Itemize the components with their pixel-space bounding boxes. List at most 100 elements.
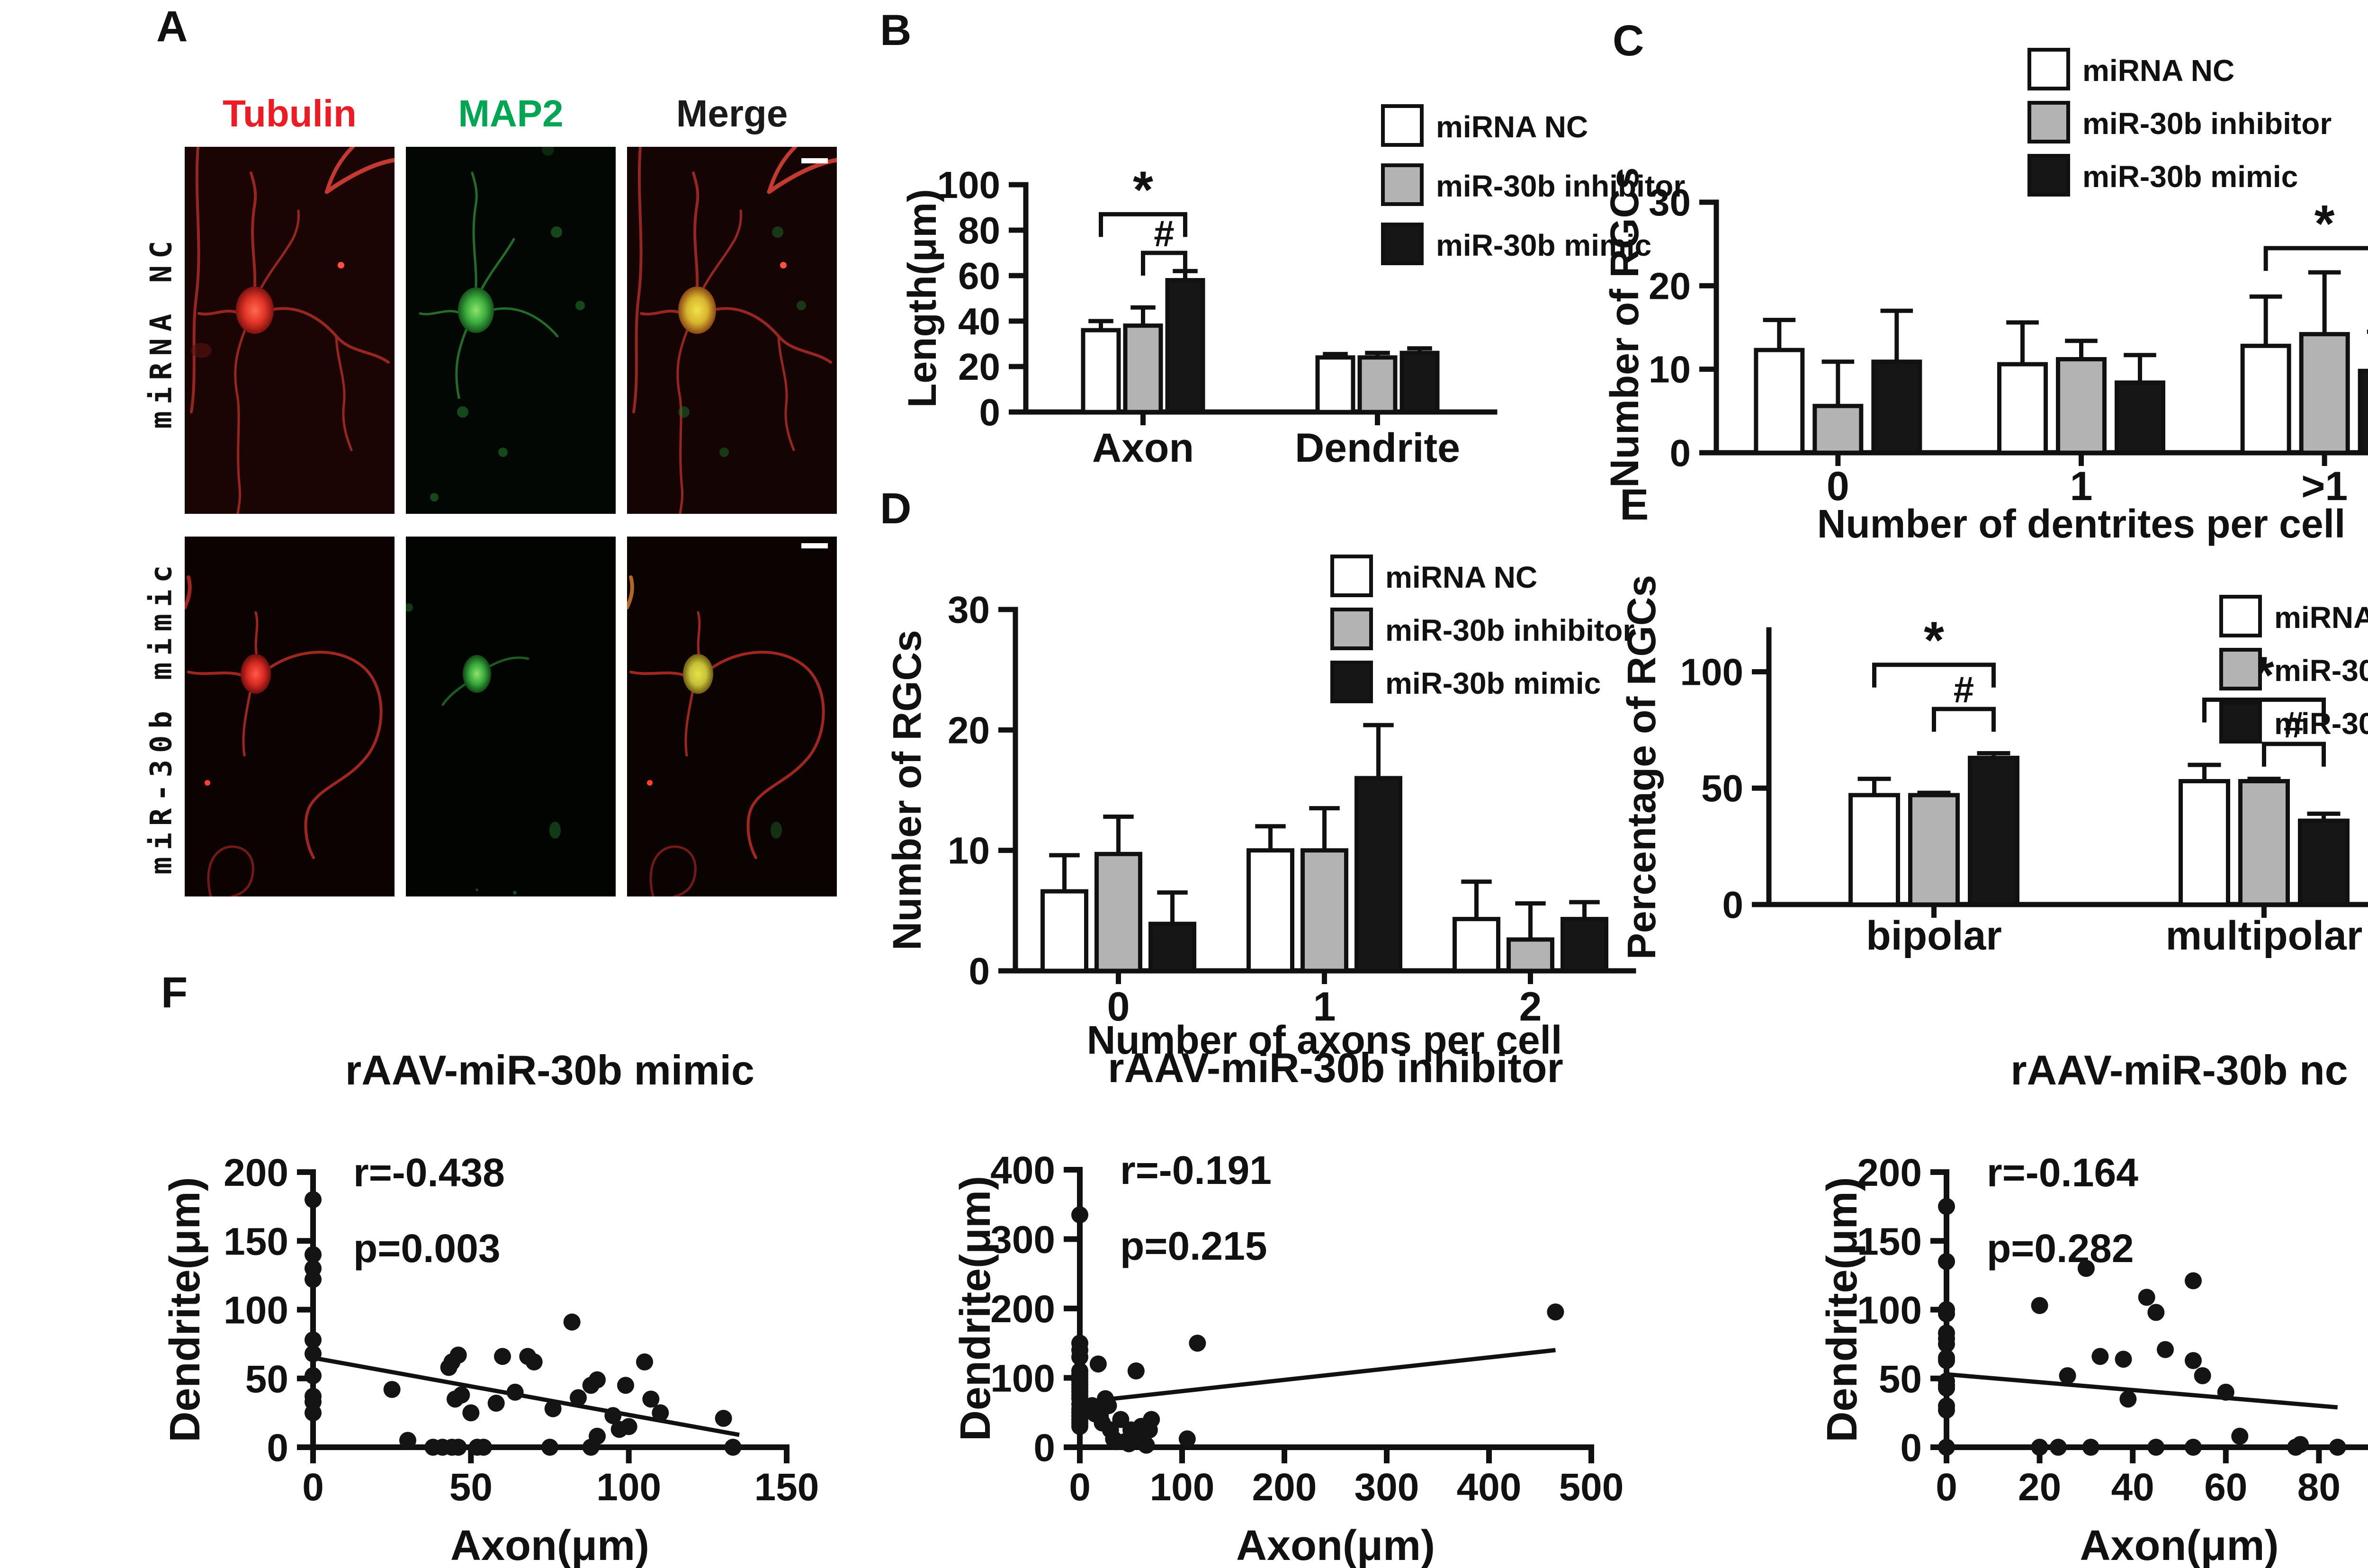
y-tick-label: 300 [990, 1219, 1055, 1262]
x-axis-title: Axon(μm) [1236, 1522, 1435, 1568]
x-axis-title: Number of dentrites per cell [1817, 502, 2346, 546]
panel-label-f: F [161, 968, 188, 1017]
bar [1754, 348, 1805, 455]
x-tick-label: 200 [1252, 1466, 1317, 1509]
bar [1040, 889, 1088, 973]
chart-svg-F1: 0 50 100 150 200 0 50 100 150 Dendrite(μm) Axon(μm… [161, 1047, 819, 1568]
y-tick-label: 30 [1649, 181, 1691, 224]
bar [2299, 332, 2350, 455]
bar [2056, 357, 2107, 455]
scatter-point [1938, 1253, 1955, 1270]
x-tick-label: 500 [1559, 1466, 1624, 1509]
scatter-point [525, 1353, 543, 1371]
scatter-point [305, 1404, 322, 1422]
bar [2240, 343, 2291, 455]
bar-chart-axons-per-cell: 0 10 20 30 Number of RGCs 0 1 2 Number of axons … [885, 516, 1695, 1108]
bar [1301, 848, 1348, 973]
sig-label: # [2284, 704, 2304, 745]
scatter-point [2157, 1341, 2174, 1358]
y-tick-label: 50 [245, 1358, 288, 1401]
y-tick-label: 0 [1900, 1426, 1922, 1469]
scatter-point [1938, 1335, 1955, 1353]
scatter-point [1938, 1380, 1955, 1397]
bar [2115, 380, 2165, 455]
chart-svg-F3: 050100150200020406080100Dendrite(μm)Axon… [1819, 1047, 2368, 1568]
x-tick-label: 100 [596, 1466, 661, 1509]
row-label-mirna-nc: miRNA NC [144, 234, 179, 429]
scatter-point [617, 1377, 634, 1394]
micrograph-mirna-nc-tubulin [185, 147, 395, 514]
legend-swatch [1330, 661, 1373, 703]
bar [1848, 793, 1900, 907]
legend-swatch [2027, 154, 2070, 197]
y-tick-label: 10 [1649, 349, 1691, 391]
scatter-point [506, 1383, 524, 1401]
x-category-label: 1 [2070, 464, 2093, 509]
y-axis-title: Number of RGCs [1602, 167, 1647, 488]
chart-svg-E: 0 50 100 Percentage of RGCs bipolar multipola… [1619, 575, 2368, 959]
micrograph-mir30b-mimic-merge [627, 537, 837, 896]
scatter-point [604, 1407, 622, 1425]
y-tick-label: 0 [969, 950, 990, 992]
chart-title: rAAV-miR-30b nc [2010, 1047, 2348, 1093]
bar [1908, 793, 1960, 907]
chart-title: rAAV-miR-30b inhibitor [1108, 1044, 1563, 1091]
legend-label: miRNA NC [2082, 54, 2234, 88]
trend-line [1946, 1372, 2338, 1410]
scatter-point [2115, 1351, 2132, 1368]
row-label-mir30b-mimic: miR-30b mimic [144, 558, 179, 875]
legend-label: miR-30b mimic [2274, 707, 2368, 741]
scatter-point [2031, 1297, 2048, 1314]
legend-label: miRNA NC [1385, 560, 1537, 594]
y-tick-label: 80 [958, 209, 1000, 251]
legend-swatch [2219, 595, 2262, 637]
stat-r: r=-0.164 [1987, 1150, 2138, 1195]
legend-label: miR-30b inhibitor [1385, 613, 1634, 647]
y-tick-label: 400 [990, 1149, 1055, 1192]
legend-swatch [1381, 223, 1424, 265]
y-tick-label: 40 [958, 300, 1000, 342]
scatter-point [1938, 1439, 1955, 1456]
scatter-point [1071, 1206, 1088, 1224]
scatter-point [636, 1353, 653, 1371]
background-cells [678, 226, 806, 457]
bar [1148, 922, 1196, 973]
scatter-point [563, 1313, 581, 1331]
scatter-point [1120, 1435, 1138, 1452]
legend-swatch [1330, 608, 1373, 650]
legend-label: miR-30b mimic [1436, 228, 1651, 262]
x-category-label: 0 [1827, 464, 1849, 509]
scatter-point [2119, 1390, 2137, 1408]
scatter-point [582, 1439, 600, 1456]
y-tick-label: 20 [948, 709, 990, 751]
x-tick-label: 0 [1069, 1466, 1091, 1509]
scatter-point [2059, 1367, 2076, 1384]
x-tick-label: 60 [2204, 1466, 2247, 1509]
background-cells [430, 147, 585, 502]
panel-label-b: B [880, 6, 912, 54]
scatter-point [544, 1400, 562, 1417]
column-header-map2: MAP2 [458, 92, 564, 134]
neurites [627, 575, 825, 896]
column-header-merge: Merge [676, 92, 788, 134]
y-tick-label: 150 [1857, 1220, 1922, 1263]
scatter-point [2082, 1439, 2099, 1456]
scatter-point [1938, 1401, 1955, 1419]
scatter-point [642, 1390, 660, 1408]
bar [1399, 350, 1440, 414]
bar-chart-length: 0 20 40 60 80 100 Length(μm) Axon Dendrite * # miRN… [890, 24, 1695, 511]
scatter-point [2184, 1272, 2202, 1290]
scatter-point [449, 1439, 467, 1456]
neurites [419, 171, 559, 399]
x-tick-label: 50 [449, 1466, 493, 1509]
micrograph-mirna-nc-merge [627, 147, 837, 514]
y-tick-label: 100 [937, 164, 1000, 206]
scatter-point [589, 1371, 606, 1389]
legend-swatch [1330, 555, 1373, 597]
scatter-point [2147, 1439, 2165, 1456]
scatter-point [449, 1346, 467, 1364]
scatter-point [1189, 1335, 1206, 1352]
bar [1997, 362, 2048, 455]
trend-line [1087, 1348, 1556, 1404]
